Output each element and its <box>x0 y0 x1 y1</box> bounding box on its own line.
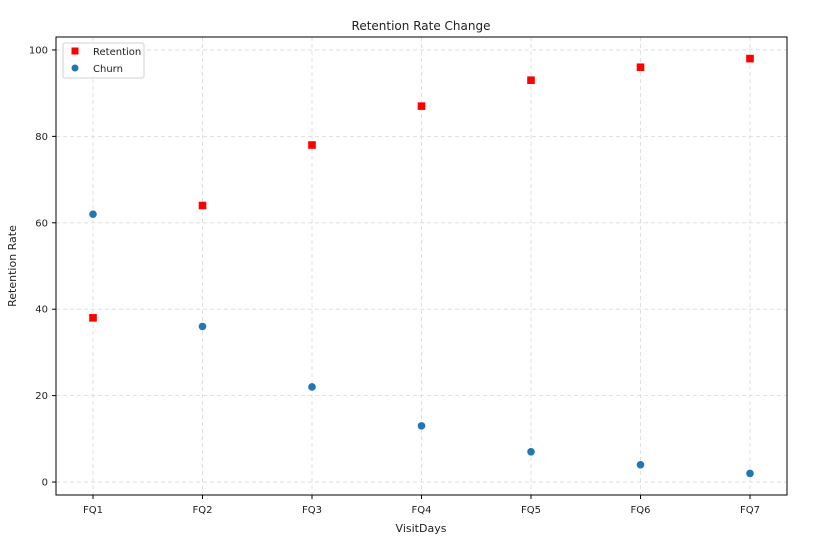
chart-title: Retention Rate Change <box>352 19 491 33</box>
data-point-retention <box>417 102 426 110</box>
grid-lines <box>56 37 787 495</box>
data-point-churn <box>527 447 535 456</box>
y-tick-label: 80 <box>35 132 48 143</box>
legend-box <box>62 42 145 79</box>
data-point-retention <box>89 314 97 322</box>
data-point-retention <box>636 63 645 72</box>
x-tick-label: FQ4 <box>412 505 432 516</box>
x-tick-label: FQ1 <box>83 505 103 516</box>
y-tick-label: 20 <box>35 391 48 402</box>
legend-marker-retention <box>71 47 79 55</box>
data-point-retention <box>746 54 754 63</box>
data-point-retention <box>308 141 316 149</box>
data-point-churn <box>417 422 426 430</box>
data-point-churn <box>746 469 754 478</box>
legend-label-retention: Retention <box>93 47 141 58</box>
axis-ticks: FQ1 FQ2 FQ3 FQ4 FQ5 FQ6 FQ7 0 20 40 60 80 100 <box>29 45 760 516</box>
data-point-churn <box>198 322 207 331</box>
legend-label-churn: Churn <box>93 64 123 75</box>
data-point-churn <box>89 210 97 218</box>
x-tick-label: FQ7 <box>740 505 760 516</box>
x-tick-label: FQ6 <box>631 505 651 516</box>
y-tick-label: 100 <box>29 45 48 56</box>
data-point-retention <box>527 76 535 85</box>
y-tick-label: 60 <box>35 218 48 229</box>
x-tick-label: FQ2 <box>193 505 213 516</box>
data-point-churn <box>636 460 645 469</box>
data-points <box>89 54 754 478</box>
legend-marker-churn <box>71 64 79 72</box>
x-tick-label: FQ3 <box>302 505 322 516</box>
data-point-churn <box>308 383 316 391</box>
data-point-retention <box>198 201 207 210</box>
legend: Retention Churn <box>62 42 145 79</box>
y-tick-label: 40 <box>35 305 48 316</box>
x-axis-label: VisitDays <box>396 522 447 535</box>
x-tick-label: FQ5 <box>521 505 541 516</box>
y-axis-label: Retention Rate <box>6 225 19 307</box>
y-tick-label: 0 <box>42 478 48 489</box>
